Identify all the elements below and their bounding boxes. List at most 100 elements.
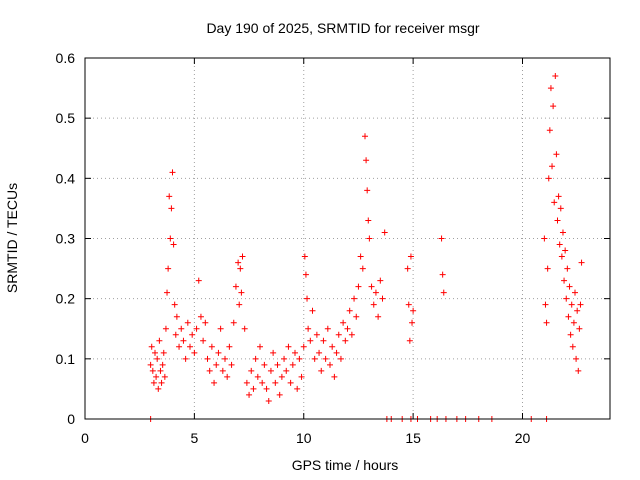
data-point [283,367,290,374]
data-point [561,277,568,284]
data-point [324,325,331,332]
data-point [204,355,211,362]
data-point [578,259,585,266]
data-point [572,289,578,296]
data-point [405,301,412,308]
x-tick-labels: 0 5 10 15 20 [81,430,530,446]
data-point [243,379,250,386]
data-point [281,355,288,362]
data-point [549,163,556,170]
data-point [149,367,156,374]
data-point [292,349,298,356]
data-point [547,85,554,92]
data-point [346,307,353,314]
data-point [202,319,209,326]
data-point [327,361,333,368]
data-point [353,313,360,320]
data-point [208,343,215,350]
data-point [307,337,314,344]
data-point [173,313,180,320]
y-tick-label: 0.3 [56,231,76,247]
grid [85,58,610,419]
data-point [156,337,163,344]
data-point [166,193,173,200]
data-point [409,319,416,326]
data-point [165,265,172,272]
y-tick-label: 0.5 [56,110,76,126]
data-point [552,73,559,80]
data-point [261,361,268,368]
data-point [222,355,228,362]
data-point [577,301,584,308]
x-axis-label: GPS time / hours [292,457,399,473]
data-point [215,349,222,356]
data-point [250,385,257,392]
data-point [340,319,347,326]
data-point [355,283,362,290]
data-point [191,349,198,356]
y-tick-label: 0 [67,411,75,427]
data-point [557,205,564,212]
data-point [232,283,239,290]
data-point [150,379,157,386]
data-point [545,175,552,182]
data-point [440,289,447,296]
data-point [270,349,277,356]
x-tick-label: 15 [405,430,421,446]
data-point [550,103,557,110]
axis-ticks [84,57,610,420]
data-point [241,325,248,332]
data-point [337,355,344,362]
data-point [206,367,213,374]
data-point [553,151,560,158]
data-point [329,343,336,350]
data-point [309,307,316,314]
x-tick-label: 0 [81,430,89,446]
data-point [567,331,574,338]
data-point [311,355,318,362]
data-point [318,367,325,374]
data-point [263,385,270,392]
y-tick-labels: 0 0.1 0.2 0.3 0.4 0.5 0.6 [56,50,76,427]
data-point [322,355,329,362]
data-point [182,355,189,362]
data-point [189,331,196,338]
data-point [300,343,307,350]
data-point [237,265,244,272]
data-point [217,325,224,332]
data-point [213,361,220,368]
data-point [168,205,175,212]
data-point [546,127,553,134]
data-point [559,229,566,236]
data-point [305,325,312,332]
data-point [368,283,375,290]
data-point [248,367,255,374]
data-point [184,319,191,326]
data-point [193,325,200,332]
y-tick-label: 0.1 [56,351,76,367]
data-point [406,337,413,344]
data-point [558,253,565,260]
data-point [200,337,207,344]
data-point [238,289,245,296]
data-point [410,307,417,314]
y-tick-label: 0.4 [56,170,76,186]
data-point [294,385,301,392]
data-point [176,343,183,350]
data-point [351,295,358,302]
data-point [372,289,379,296]
data-point [157,367,164,374]
data-point [159,361,166,368]
data-point [370,301,377,308]
data-point [160,349,167,356]
data-point [169,169,176,176]
data-point [298,373,305,380]
y-tick-label: 0.6 [56,50,76,66]
data-point [171,301,178,308]
data-point [158,379,165,386]
data-point [556,241,563,248]
data-point [348,331,355,338]
data-point [379,295,386,302]
data-point [313,331,320,338]
data-point [375,313,382,320]
